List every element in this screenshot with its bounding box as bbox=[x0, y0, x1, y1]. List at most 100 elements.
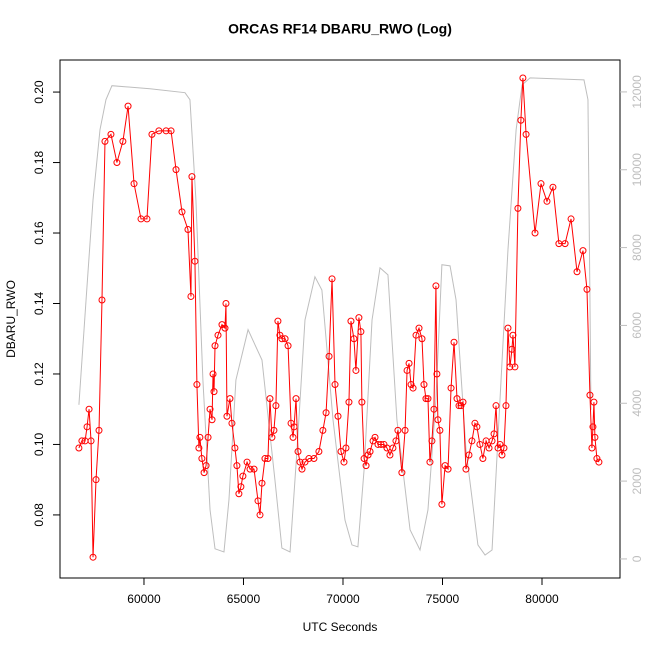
data-point bbox=[290, 423, 298, 431]
data-point bbox=[89, 553, 97, 561]
data-point bbox=[498, 451, 506, 459]
data-point bbox=[364, 451, 372, 459]
data-point bbox=[200, 469, 208, 477]
data-point bbox=[78, 437, 86, 445]
data-point bbox=[214, 331, 222, 339]
data-point bbox=[420, 381, 428, 389]
data-point bbox=[543, 197, 551, 205]
data-point bbox=[509, 331, 517, 339]
data-point bbox=[355, 314, 363, 322]
data-point bbox=[268, 433, 276, 441]
y2-tick-label: 10000 bbox=[630, 153, 644, 187]
data-point bbox=[586, 391, 594, 399]
data-point bbox=[172, 166, 180, 174]
data-point bbox=[476, 440, 484, 448]
data-point bbox=[270, 426, 278, 434]
data-point bbox=[567, 215, 575, 223]
data-point bbox=[506, 363, 514, 371]
data-point bbox=[272, 402, 280, 410]
data-point bbox=[113, 159, 121, 167]
data-point bbox=[301, 458, 309, 466]
data-point bbox=[479, 455, 487, 463]
x-tick-label: 80000 bbox=[525, 592, 559, 606]
data-point bbox=[266, 395, 274, 403]
data-point bbox=[281, 335, 289, 343]
data-point bbox=[500, 444, 508, 452]
data-point bbox=[315, 447, 323, 455]
data-point bbox=[155, 127, 163, 135]
data-point bbox=[488, 437, 496, 445]
data-point bbox=[401, 426, 409, 434]
data-point bbox=[508, 345, 516, 353]
y2-tick-label: 6000 bbox=[630, 312, 644, 339]
data-point bbox=[206, 405, 214, 413]
data-point bbox=[331, 381, 339, 389]
y-tick-label: 0.14 bbox=[32, 291, 46, 315]
data-point bbox=[204, 433, 212, 441]
data-point bbox=[325, 352, 333, 360]
data-point bbox=[130, 180, 138, 188]
data-point bbox=[438, 500, 446, 508]
data-point bbox=[403, 366, 411, 374]
data-point bbox=[231, 444, 239, 452]
data-point bbox=[276, 331, 284, 339]
data-point bbox=[447, 384, 455, 392]
data-point bbox=[377, 440, 385, 448]
data-point bbox=[405, 359, 413, 367]
data-point bbox=[337, 447, 345, 455]
data-point bbox=[409, 384, 417, 392]
data-point bbox=[187, 292, 195, 300]
x-tick-label: 65000 bbox=[227, 592, 261, 606]
plot-frame bbox=[59, 59, 621, 579]
data-point bbox=[298, 465, 306, 473]
data-point bbox=[366, 447, 374, 455]
data-point bbox=[426, 458, 434, 466]
data-point bbox=[492, 402, 500, 410]
data-point bbox=[517, 116, 525, 124]
data-point bbox=[284, 342, 292, 350]
data-point bbox=[193, 381, 201, 389]
data-point bbox=[101, 137, 109, 145]
y2-tick-label: 0 bbox=[630, 555, 644, 562]
data-point bbox=[583, 285, 591, 293]
data-point bbox=[514, 204, 522, 212]
data-point bbox=[473, 423, 481, 431]
data-point bbox=[148, 130, 156, 138]
data-point bbox=[531, 229, 539, 237]
data-point bbox=[358, 398, 366, 406]
y-axis-label: DBARU_RWO bbox=[4, 280, 18, 358]
data-point bbox=[246, 465, 254, 473]
data-point bbox=[209, 370, 217, 378]
data-point bbox=[85, 405, 93, 413]
data-point bbox=[519, 74, 527, 82]
data-point bbox=[83, 423, 91, 431]
data-point bbox=[243, 458, 251, 466]
y-tick-label: 0.10 bbox=[32, 432, 46, 456]
y-tick-label: 0.08 bbox=[32, 503, 46, 527]
data-point bbox=[75, 444, 83, 452]
data-point bbox=[258, 479, 266, 487]
data-point bbox=[386, 451, 394, 459]
data-line bbox=[78, 77, 592, 556]
data-point bbox=[347, 317, 355, 325]
data-point bbox=[502, 402, 510, 410]
data-point bbox=[228, 419, 236, 427]
data-point bbox=[191, 257, 199, 265]
data-line bbox=[78, 77, 600, 558]
data-point bbox=[296, 458, 304, 466]
data-point bbox=[87, 437, 95, 445]
data-point bbox=[292, 395, 300, 403]
data-point bbox=[511, 363, 519, 371]
data-point bbox=[430, 405, 438, 413]
data-point bbox=[369, 437, 377, 445]
y-tick-label: 0.16 bbox=[32, 221, 46, 245]
data-point bbox=[261, 455, 269, 463]
data-point bbox=[433, 370, 441, 378]
data-point bbox=[107, 130, 115, 138]
data-point bbox=[436, 426, 444, 434]
data-point bbox=[371, 433, 379, 441]
y2-tick-label: 4000 bbox=[630, 390, 644, 417]
data-point bbox=[274, 317, 282, 325]
